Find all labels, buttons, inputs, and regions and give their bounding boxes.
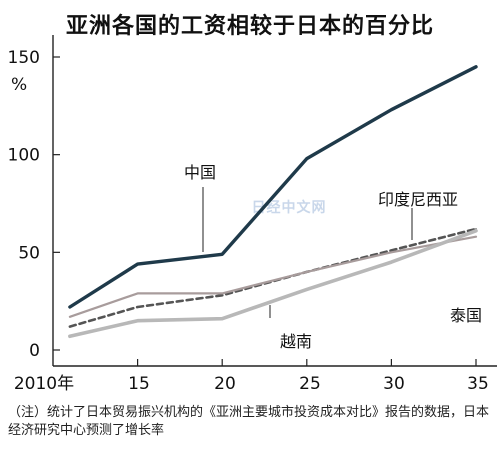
x-tick-label: 35 (467, 374, 489, 394)
data-point (136, 306, 139, 308)
data-point (475, 230, 477, 232)
line-chart: 日经中文网 0 50 100 150% 2010年 15 20 25 30 35 中国印度尼西亚泰国越… (8, 35, 497, 394)
data-point (306, 271, 308, 273)
series-label-thailand: 泰国 (450, 306, 482, 325)
x-tick-label: 20 (214, 374, 236, 394)
chart-note: （注）统计了日本贸易振兴机构的《亚洲主要城市投资成本对比》报告的数据，日本经济研… (8, 405, 490, 438)
series-label-vietnam: 越南 (280, 332, 312, 351)
x-tick-label: 2010年 (14, 374, 74, 394)
data-point (136, 319, 139, 322)
data-point (306, 288, 308, 291)
x-tick-label: 15 (128, 374, 150, 394)
data-point (390, 251, 393, 254)
y-tick-label: 150 (8, 48, 40, 68)
data-point (136, 263, 139, 265)
series-label-indonesia: 印度尼西亚 (378, 190, 458, 209)
data-point (136, 292, 139, 295)
data-point (475, 235, 477, 238)
data-point (475, 65, 477, 68)
series-line-2 (68, 235, 478, 318)
data-point (390, 261, 393, 263)
data-point (221, 294, 223, 297)
x-tick-label: 25 (299, 374, 321, 394)
chart-title: 亚洲各国的工资相较于日本的百分比 (65, 14, 434, 39)
data-point (221, 317, 223, 320)
x-tick-label: 30 (383, 374, 405, 394)
data-point (69, 335, 71, 338)
y-axis-label: % (11, 75, 27, 95)
series-line-3 (68, 229, 478, 339)
data-point (390, 108, 393, 111)
data-point (390, 249, 393, 252)
data-point (69, 306, 71, 308)
y-tick-label: 0 (29, 341, 40, 361)
y-tick-label: 50 (18, 243, 40, 263)
data-point (69, 325, 71, 328)
data-point (69, 315, 71, 318)
watermark: 日经中文网 (252, 199, 327, 216)
y-tick-label: 100 (8, 146, 40, 166)
series-label-china: 中国 (184, 163, 216, 182)
data-point (221, 253, 223, 256)
data-point (221, 292, 223, 295)
series-line-0 (68, 65, 478, 309)
series-line-1 (68, 227, 478, 328)
data-point (306, 157, 308, 160)
